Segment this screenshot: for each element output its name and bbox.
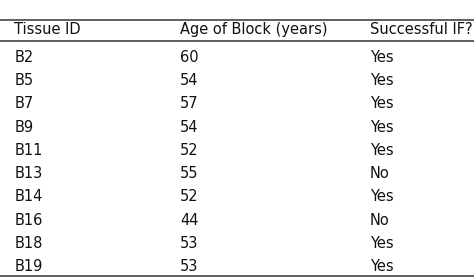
Text: B19: B19 — [14, 259, 43, 274]
Text: 52: 52 — [180, 143, 199, 158]
Text: B14: B14 — [14, 189, 43, 204]
Text: 60: 60 — [180, 50, 199, 65]
Text: 54: 54 — [180, 120, 199, 135]
Text: Yes: Yes — [370, 143, 393, 158]
Text: 52: 52 — [180, 189, 199, 204]
Text: B7: B7 — [14, 96, 34, 111]
Text: B13: B13 — [14, 166, 43, 181]
Text: B11: B11 — [14, 143, 43, 158]
Text: Yes: Yes — [370, 120, 393, 135]
Text: B18: B18 — [14, 236, 43, 251]
Text: No: No — [370, 166, 390, 181]
Text: 44: 44 — [180, 213, 199, 228]
Text: Tissue ID: Tissue ID — [14, 22, 81, 37]
Text: 55: 55 — [180, 166, 199, 181]
Text: Yes: Yes — [370, 189, 393, 204]
Text: Yes: Yes — [370, 73, 393, 88]
Text: 54: 54 — [180, 73, 199, 88]
Text: Age of Block (years): Age of Block (years) — [180, 22, 328, 37]
Text: Successful IF?: Successful IF? — [370, 22, 473, 37]
Text: B16: B16 — [14, 213, 43, 228]
Text: Yes: Yes — [370, 96, 393, 111]
Text: Yes: Yes — [370, 50, 393, 65]
Text: Yes: Yes — [370, 236, 393, 251]
Text: Yes: Yes — [370, 259, 393, 274]
Text: 53: 53 — [180, 236, 199, 251]
Text: B2: B2 — [14, 50, 34, 65]
Text: 57: 57 — [180, 96, 199, 111]
Text: No: No — [370, 213, 390, 228]
Text: 53: 53 — [180, 259, 199, 274]
Text: B5: B5 — [14, 73, 33, 88]
Text: B9: B9 — [14, 120, 33, 135]
